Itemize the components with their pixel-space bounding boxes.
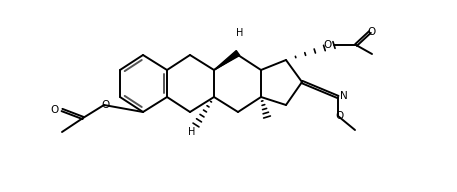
Text: H: H bbox=[188, 127, 196, 137]
Text: O: O bbox=[51, 105, 59, 115]
Text: O: O bbox=[367, 27, 375, 37]
Text: O: O bbox=[101, 100, 109, 110]
Text: N: N bbox=[340, 91, 348, 101]
Text: O: O bbox=[324, 40, 332, 50]
Text: O: O bbox=[335, 111, 343, 121]
Polygon shape bbox=[214, 50, 240, 70]
Text: H: H bbox=[236, 28, 244, 38]
